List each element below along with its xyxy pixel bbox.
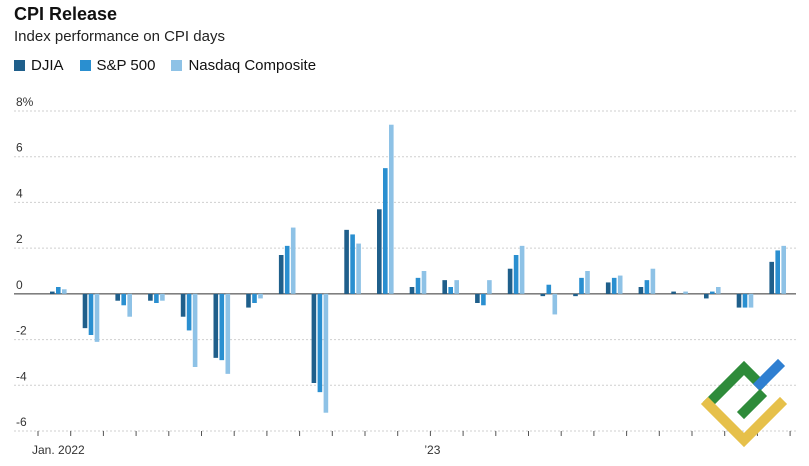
y-tick-label: -2 [16,324,27,338]
bar-djia [311,293,317,383]
bar-djia [278,255,284,294]
bar-djia [180,293,186,317]
bar-djia [442,280,447,294]
bar-djia [507,268,513,294]
y-tick-label: 8% [16,95,34,109]
bar-s-p-500 [154,293,159,303]
bar-djia [246,293,251,308]
bar-djia [573,293,578,297]
bar-djia [605,282,611,294]
chart-title: CPI Release [14,4,118,24]
bar-s-p-500 [121,293,126,306]
bar-s-p-500 [481,293,486,306]
bar-nasdaq-composite [160,293,165,301]
bar-s-p-500 [219,293,225,361]
bar-nasdaq-composite [127,293,132,317]
bar-djia [540,293,546,297]
bar-nasdaq-composite [389,124,394,294]
legend-label-nasdaq: Nasdaq Composite [188,57,317,74]
bar-nasdaq-composite [258,293,263,299]
bar-nasdaq-composite [94,293,100,342]
bar-nasdaq-composite [192,293,198,367]
bar-s-p-500 [644,280,650,294]
legend-swatch-sp500 [79,60,91,71]
y-tick-label: 4 [16,186,23,200]
bar-nasdaq-composite [683,291,688,294]
bar-s-p-500 [88,293,94,335]
legend-label-sp500: S&P 500 [96,57,156,74]
bar-nasdaq-composite [552,293,558,315]
bar-s-p-500 [415,277,421,294]
legend-item-djia: DJIA [14,57,64,74]
bar-djia [638,287,644,294]
bar-nasdaq-composite [323,293,329,413]
legend-item-sp500: S&P 500 [79,57,156,74]
bar-djia [475,293,480,303]
bar-s-p-500 [317,293,323,393]
watermark-logo-icon [700,358,788,448]
bar-djia [344,229,349,294]
chart-subtitle: Index performance on CPI days [14,28,225,45]
bar-djia [671,291,676,294]
bar-nasdaq-composite [225,293,231,374]
bar-s-p-500 [513,255,519,294]
x-tick-label: ’23 [424,443,440,457]
bar-djia [148,293,153,301]
bar-s-p-500 [775,250,780,294]
bar-djia [769,261,774,294]
bar-nasdaq-composite [617,275,623,294]
bar-djia [704,293,709,299]
y-tick-label: 2 [16,232,23,246]
bar-nasdaq-composite [585,271,590,294]
y-tick-label: 0 [16,278,23,292]
bar-s-p-500 [56,287,61,294]
bar-djia [115,293,120,301]
bar-s-p-500 [611,277,617,294]
bar-nasdaq-composite [356,243,361,294]
legend-label-djia: DJIA [31,57,64,74]
bar-nasdaq-composite [716,287,721,294]
bar-djia [377,209,382,294]
y-tick-label: -4 [16,369,27,383]
bar-djia [409,287,415,294]
legend-item-nasdaq: Nasdaq Composite [171,57,316,74]
bar-s-p-500 [350,234,355,294]
y-tick-label: 6 [16,141,23,155]
bar-s-p-500 [710,291,715,294]
bar-nasdaq-composite [781,245,786,294]
bar-s-p-500 [383,168,388,294]
bar-s-p-500 [448,287,453,294]
bar-nasdaq-composite [421,271,427,294]
bar-s-p-500 [186,293,192,331]
bar-djia [50,291,55,294]
bar-djia [736,293,742,308]
bar-djia [82,293,88,329]
bar-nasdaq-composite [454,280,459,294]
x-tick-label: Jan. 2022 [32,443,85,457]
bar-nasdaq-composite [519,245,525,294]
bar-s-p-500 [284,245,290,294]
bar-s-p-500 [252,293,257,303]
legend-swatch-nasdaq [171,60,183,71]
bar-nasdaq-composite [487,280,492,294]
legend: DJIA S&P 500 Nasdaq Composite [14,57,332,74]
bar-s-p-500 [742,293,748,308]
bar-djia [213,293,219,358]
legend-swatch-djia [14,60,25,71]
bar-nasdaq-composite [290,227,296,294]
bar-nasdaq-composite [748,293,754,308]
bar-s-p-500 [579,277,584,294]
bar-s-p-500 [546,284,552,294]
bar-nasdaq-composite [650,268,656,294]
y-tick-label: -6 [16,415,27,429]
bar-nasdaq-composite [62,289,67,294]
